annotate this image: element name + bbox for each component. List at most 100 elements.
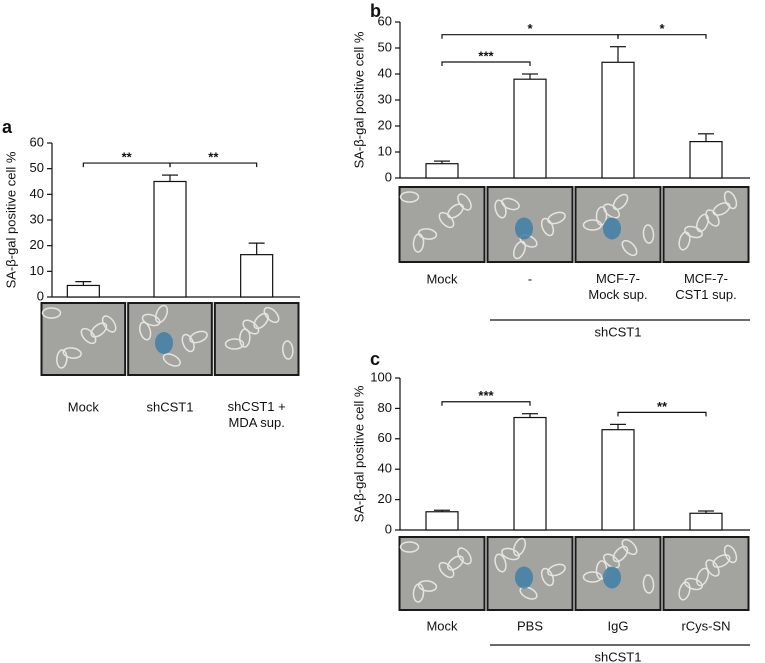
significance-bracket — [617, 411, 707, 417]
y-tick-label: 40 — [30, 186, 44, 201]
y-tick-label: 20 — [30, 237, 44, 252]
error-bar — [162, 174, 178, 182]
group-label: shCST1 — [595, 649, 642, 663]
cell — [399, 191, 420, 203]
x-tick-label: shCST1 — [147, 399, 194, 414]
error-bar — [434, 160, 450, 164]
cell-image — [398, 536, 486, 611]
y-tick-label: 60 — [378, 13, 392, 28]
cell — [457, 547, 472, 565]
significance-label: ** — [122, 150, 133, 165]
cell — [621, 239, 638, 257]
cell — [447, 555, 464, 571]
cell — [512, 537, 527, 557]
cell-image — [213, 302, 300, 376]
cell-image-frame — [40, 302, 127, 376]
significance-label: ** — [208, 150, 219, 165]
cell — [417, 580, 438, 592]
cell — [90, 322, 108, 338]
cell — [139, 321, 152, 341]
bar — [66, 284, 100, 298]
cell — [447, 203, 464, 219]
y-tick-label: 30 — [378, 91, 392, 106]
significance-bracket — [441, 61, 531, 66]
y-tick-label: 20 — [378, 491, 392, 506]
bar — [601, 61, 635, 179]
x-tick-label: MCF-7-Mock sup. — [588, 271, 647, 302]
significance-bracket — [169, 162, 258, 168]
stained-cell — [603, 217, 621, 240]
error-bar — [522, 73, 538, 80]
bar — [153, 180, 187, 298]
cell-image-frame — [662, 536, 750, 611]
bar — [425, 163, 459, 179]
stained-cell — [603, 566, 621, 589]
cell — [512, 240, 527, 260]
cell — [621, 538, 638, 556]
y-axis-label: SA-β-gal positive cell % — [351, 31, 366, 168]
cell-image — [486, 186, 574, 263]
error-bar — [698, 133, 714, 142]
y-axis-label: SA-β-gal positive cell % — [3, 151, 18, 288]
y-tick-label: 0 — [385, 521, 392, 536]
cell — [595, 206, 608, 226]
y-tick-label: 10 — [378, 143, 392, 158]
cell — [696, 213, 709, 233]
y-tick-label: 60 — [378, 430, 392, 445]
cell — [612, 193, 629, 211]
y-tick-label: 100 — [370, 369, 392, 384]
panel-letter: a — [2, 117, 13, 137]
cell — [457, 193, 472, 211]
y-tick-label: 20 — [378, 117, 392, 132]
cell — [712, 202, 731, 216]
stained-cell — [155, 332, 173, 354]
y-tick-label: 30 — [30, 211, 44, 226]
cell — [224, 338, 245, 350]
bar — [689, 141, 723, 179]
cell — [684, 225, 703, 239]
cell — [399, 541, 420, 553]
y-tick-label: 10 — [30, 263, 44, 278]
cell — [417, 228, 438, 240]
cell — [189, 330, 208, 344]
cell-image-frame — [398, 186, 486, 263]
cell-image — [398, 186, 486, 263]
stained-cell — [515, 217, 533, 240]
cell — [712, 554, 731, 568]
cell — [494, 199, 507, 219]
x-tick-label: PBS — [517, 618, 543, 633]
cell — [154, 304, 169, 324]
bar — [425, 511, 459, 531]
cell — [282, 340, 294, 360]
error-bar — [698, 510, 714, 514]
cell — [80, 327, 97, 345]
error-bar — [522, 413, 538, 418]
cell — [239, 328, 251, 348]
stained-cell — [515, 566, 533, 589]
x-tick-label: Mock — [426, 271, 458, 286]
error-bar — [610, 423, 626, 430]
y-tick-label: 0 — [37, 288, 44, 303]
y-tick-label: 80 — [378, 400, 392, 415]
cell — [62, 347, 82, 359]
x-tick-label: IgG — [608, 618, 629, 633]
significance-label: ** — [657, 399, 668, 414]
cell-image — [574, 186, 662, 263]
x-tick-label: shCST1 + MDA sup. — [228, 399, 286, 430]
cell — [684, 577, 703, 591]
cell — [438, 211, 455, 229]
cell — [101, 315, 117, 333]
x-tick-label: Mock — [68, 399, 100, 414]
significance-bracket — [441, 34, 619, 39]
cell — [696, 567, 709, 587]
cell — [56, 349, 68, 369]
error-bar — [248, 242, 265, 255]
bar — [601, 429, 635, 531]
cell — [547, 211, 566, 225]
cell — [547, 563, 566, 577]
cell — [263, 306, 280, 324]
cell-image-frame — [213, 302, 300, 376]
x-tick-label: Mock — [426, 618, 458, 633]
significance-bracket — [441, 401, 531, 406]
cell — [181, 333, 195, 353]
